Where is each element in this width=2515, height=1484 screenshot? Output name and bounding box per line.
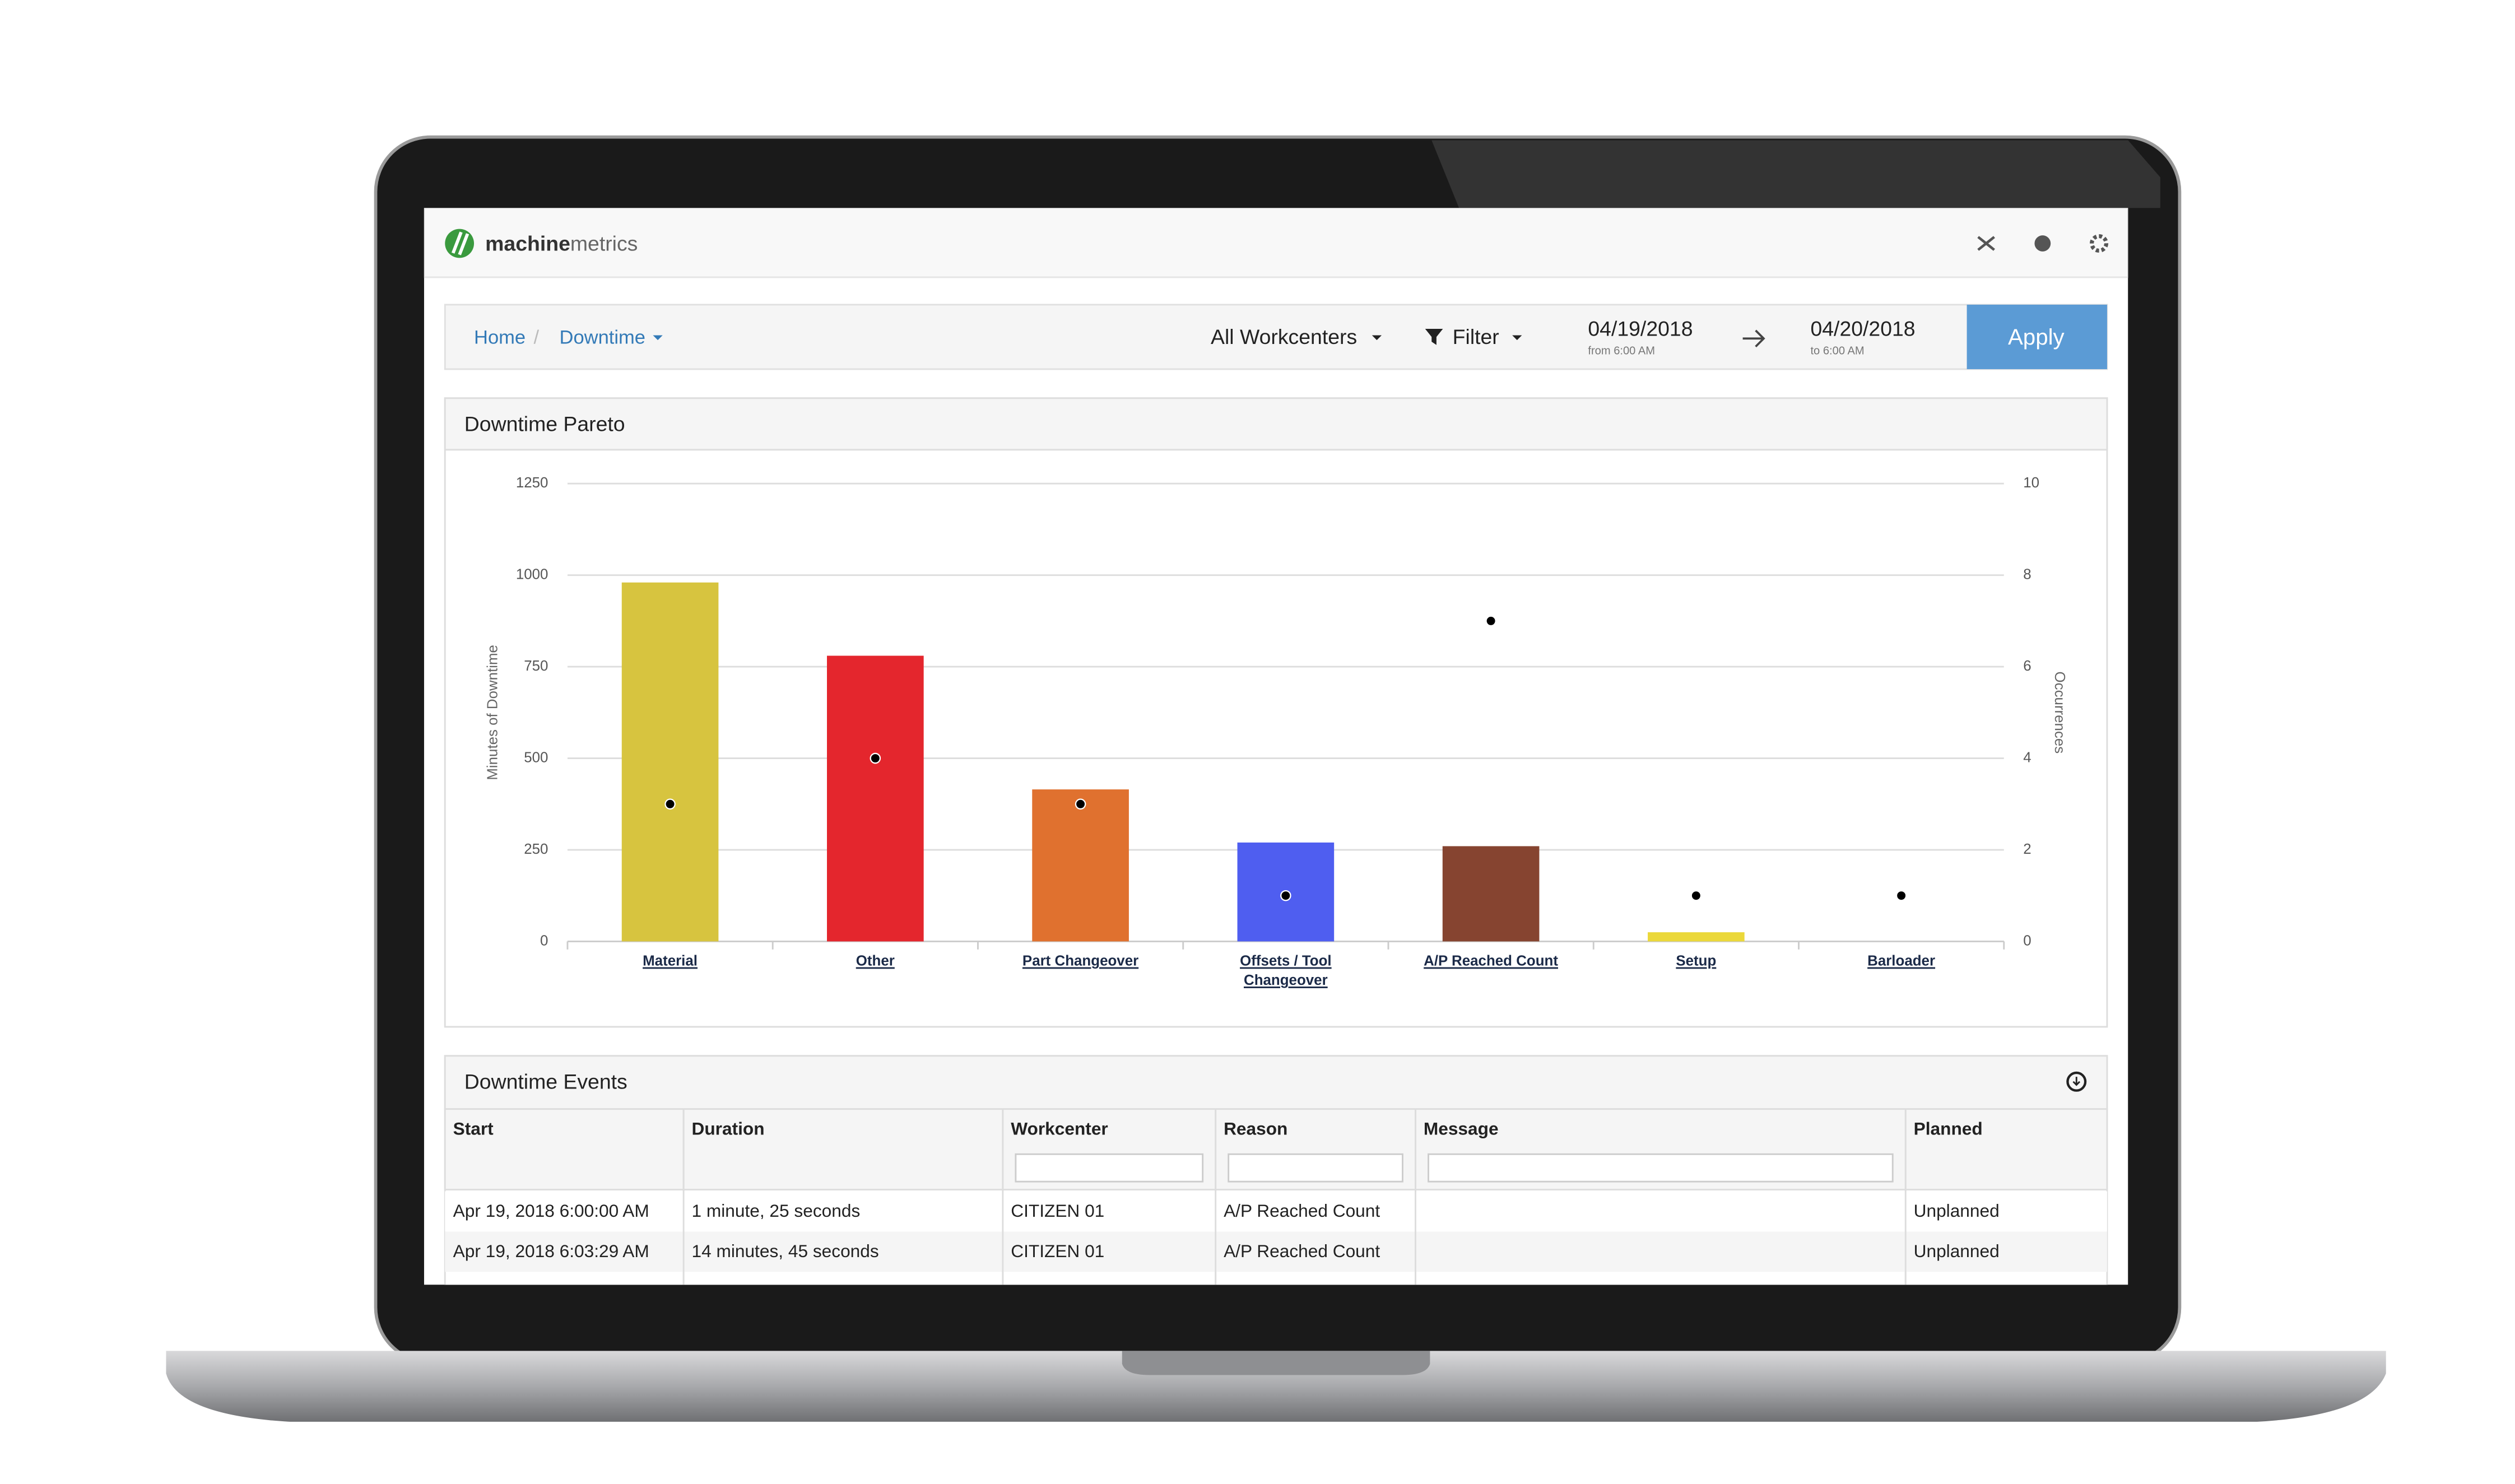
column-filter-input[interactable] (1015, 1153, 1204, 1183)
apply-label[interactable]: Apply (2008, 324, 2065, 350)
y2-tick-label: 2 (2023, 841, 2031, 857)
x-tick-label: Setup (1676, 952, 1717, 969)
x-tick-label-box: Other (856, 952, 895, 969)
to-date[interactable]: 04/20/2018 (1810, 317, 1915, 341)
table-cell: 1 minute, 25 seconds (692, 1201, 861, 1221)
point (870, 752, 881, 764)
screen: machinemetrics Home / Downtime All Workc… (424, 208, 2128, 1285)
table-cell: Unplanned (1914, 1201, 2000, 1221)
breadcrumb-sep: / (534, 327, 540, 348)
from-time: from 6:00 AM (1588, 345, 1655, 357)
bar (1442, 846, 1540, 942)
x-tick-label: Barloader (1867, 952, 1936, 969)
breadcrumb-downtime[interactable]: Downtime (560, 327, 645, 348)
download-icon[interactable] (2066, 1071, 2087, 1092)
arrow (1742, 329, 1765, 347)
to-time: to 6:00 AM (1810, 345, 1864, 357)
caret (1372, 335, 1382, 341)
x-tick-label-box: Offsets / Tool Changeover (1240, 952, 1332, 988)
laptop-notch (1122, 1351, 1430, 1375)
filter-icon (1425, 329, 1443, 345)
point (1895, 890, 1907, 901)
point (1280, 890, 1291, 901)
events-panel-title: Downtime Events (464, 1070, 627, 1094)
download-arrow (2072, 1077, 2081, 1086)
y-tick-label: 750 (524, 658, 548, 674)
table-cell: Unplanned (1914, 1241, 2000, 1261)
chart: 0 250 500 750 1000 1250 0 2 4 6 8 10 Minutes of Down… (485, 475, 2067, 988)
y-axis-label: Minutes of Downtime (485, 645, 500, 780)
column-header: Start (453, 1118, 494, 1138)
events-table: Start Duration Workcenter Reason Message Plan… (444, 1108, 2108, 1285)
y2-axis-label: Occurrences (2052, 672, 2067, 754)
app-header (424, 208, 2128, 278)
point (664, 798, 676, 810)
brand-light: metrics (570, 231, 638, 255)
bar (827, 655, 924, 942)
bar (621, 582, 719, 942)
shuffle-icon[interactable] (1977, 236, 1995, 251)
table-cell: CITIZEN 01 (1011, 1201, 1104, 1221)
table-cell: A/P Reached Count (1224, 1201, 1380, 1221)
column-header: Duration (692, 1118, 765, 1138)
x-tick-label-box: Part Changeover (1022, 952, 1139, 969)
breadcrumb-home[interactable]: Home (474, 327, 526, 348)
y-tick-label: 500 (524, 750, 548, 765)
help-icon[interactable] (2034, 235, 2051, 252)
x-tick-label: Part Changeover (1022, 952, 1139, 969)
apply-button[interactable] (1967, 304, 2107, 369)
y-tick-label: 0 (540, 933, 548, 948)
x-tick-label-box: Setup (1676, 952, 1717, 969)
chart-panel-title: Downtime Pareto (464, 412, 625, 436)
column-header: Reason (1224, 1118, 1287, 1138)
bezel-reflection (1431, 140, 2160, 208)
x-tick-label-box: Barloader (1867, 952, 1936, 969)
workcenters-dropdown[interactable]: All Workcenters (1211, 325, 1357, 348)
column-filter-input[interactable] (1228, 1153, 1403, 1183)
bar (1032, 789, 1129, 942)
caret (653, 335, 663, 341)
settings-icon[interactable] (2089, 234, 2109, 253)
x-tick-label: Other (856, 952, 895, 969)
table-cell: Apr 19, 2018 6:00:00 AM (453, 1201, 649, 1221)
y2-tick-label: 8 (2023, 567, 2031, 583)
column-header: Planned (1914, 1118, 1983, 1138)
chart-panel-header (444, 397, 2108, 451)
y-tick-label: 1000 (516, 567, 548, 583)
x-tick-label-box: Material (643, 952, 698, 969)
x-tick-label: Offsets / Tool Changeover (1240, 952, 1332, 988)
table-row (445, 1191, 2107, 1232)
y2-tick-label: 6 (2023, 658, 2031, 674)
logo-mark (451, 231, 469, 255)
column-header: Message (1424, 1118, 1499, 1138)
y-tick-label: 250 (524, 841, 548, 857)
laptop-base (166, 1351, 2386, 1422)
x-tick-label: A/P Reached Count (1424, 952, 1559, 969)
y2-tick-label: 0 (2023, 933, 2031, 948)
from-date[interactable]: 04/19/2018 (1588, 317, 1693, 341)
caret (1512, 335, 1522, 341)
filter-dropdown[interactable]: Filter (1453, 325, 1499, 348)
table-cell: 14 minutes, 45 seconds (692, 1241, 879, 1261)
events-panel-header (444, 1055, 2108, 1110)
point (1690, 890, 1702, 901)
table-cell: A/P Reached Count (1224, 1241, 1380, 1261)
bar (1648, 932, 1745, 942)
y-tick-label: 1250 (516, 475, 548, 491)
column-filter-input[interactable] (1428, 1153, 1894, 1183)
point (1485, 615, 1496, 627)
table-cell: Apr 19, 2018 6:03:29 AM (453, 1241, 649, 1261)
x-tick-label: Material (643, 952, 698, 969)
table-cell: CITIZEN 01 (1011, 1241, 1104, 1261)
brand: machinemetrics (485, 231, 638, 255)
y2-tick-label: 4 (2023, 750, 2031, 765)
point (1075, 798, 1086, 810)
y2-tick-label: 10 (2023, 475, 2039, 491)
table-row (445, 1231, 2107, 1272)
column-header: Workcenter (1011, 1118, 1108, 1138)
brand-bold: machine (485, 231, 570, 255)
x-tick-label-box: A/P Reached Count (1424, 952, 1559, 969)
